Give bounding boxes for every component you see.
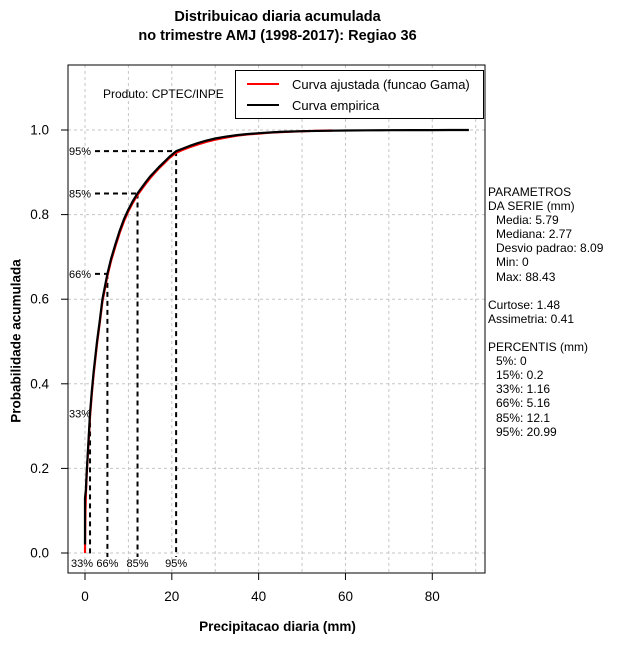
y-tick-label: 0.8 <box>30 207 49 222</box>
x-tick-label: 20 <box>164 589 179 604</box>
side-panel-line: Media: 5.79 <box>496 213 559 228</box>
side-panel-line: 33%: 1.16 <box>496 382 551 397</box>
product-watermark: Produto: CPTEC/INPE <box>103 87 224 101</box>
side-panel-line: PERCENTIS (mm) <box>488 340 588 355</box>
percentile-left-label: 95% <box>69 146 91 158</box>
percentile-bottom-label: 33% <box>71 558 93 570</box>
side-panel-line: 15%: 0.2 <box>496 368 544 383</box>
y-tick-label: 0.4 <box>30 376 49 391</box>
percentile-bottom-label: 85% <box>127 558 149 570</box>
side-panel-line: DA SERIE (mm) <box>488 199 575 214</box>
y-tick-label: 0.6 <box>30 292 49 307</box>
side-panel-line: PARAMETROS <box>488 185 572 199</box>
x-axis-title: Precipitacao diaria (mm) <box>199 619 356 634</box>
x-tick-label: 0 <box>81 589 89 604</box>
x-tick-label: 60 <box>338 589 353 604</box>
percentile-left-label: 66% <box>69 269 91 281</box>
legend-label-fitted: Curva ajustada (funcao Gama) <box>292 76 470 92</box>
y-tick-label: 1.0 <box>30 123 49 138</box>
side-panel-line <box>488 326 603 340</box>
side-panel-line: 66%: 5.16 <box>496 396 551 411</box>
side-panel-line: Mediana: 2.77 <box>496 227 573 242</box>
legend-label-empirical: Curva empirica <box>292 97 380 113</box>
y-tick-label: 0.2 <box>30 461 49 476</box>
chart-title-line2: no trimestre AMJ (1998-2017): Regiao 36 <box>138 28 417 44</box>
y-axis-title: Probabilidade acumulada <box>8 259 24 423</box>
legend-item-fitted: Curva ajustada (funcao Gama) <box>247 75 483 93</box>
side-panel-line: Curtose: 1.48 <box>488 297 561 312</box>
x-tick-label: 80 <box>425 589 440 604</box>
legend-box: Curva ajustada (funcao Gama) Curva empir… <box>235 70 484 119</box>
empirical-curve <box>83 128 469 545</box>
y-tick-label: 0.0 <box>30 546 49 561</box>
side-panel-line: Desvio padrao: 8.09 <box>496 241 604 256</box>
chart-title-line1: Distribuicao diaria acumulada <box>174 9 381 25</box>
side-panel-line: 5%: 0 <box>496 354 527 369</box>
chart-title: Distribuicao diaria acumulada no trimest… <box>0 8 555 46</box>
side-panel-line: 85%: 12.1 <box>496 410 551 425</box>
side-panel: PARAMETROS DA SERIE (mm) Media: 5.79 Median… <box>488 185 603 439</box>
side-panel-line: Assimetria: 0.41 <box>488 311 575 326</box>
legend-swatch-fitted <box>247 83 279 85</box>
side-panel-line: Min: 0 <box>496 255 529 270</box>
side-panel-line <box>488 284 603 298</box>
percentile-left-label: 85% <box>69 188 91 200</box>
percentile-bottom-label: 95% <box>165 558 187 570</box>
percentile-left-label: 33% <box>69 408 91 420</box>
x-tick-label: 40 <box>251 589 266 604</box>
legend-swatch-empirical <box>247 104 279 106</box>
side-panel-line: Max: 88.43 <box>496 269 556 284</box>
plot-box <box>67 64 486 574</box>
legend-item-empirical: Curva empirica <box>247 96 483 114</box>
percentile-bottom-label: 66% <box>96 558 118 570</box>
side-panel-line: 95%: 20.99 <box>496 424 557 439</box>
